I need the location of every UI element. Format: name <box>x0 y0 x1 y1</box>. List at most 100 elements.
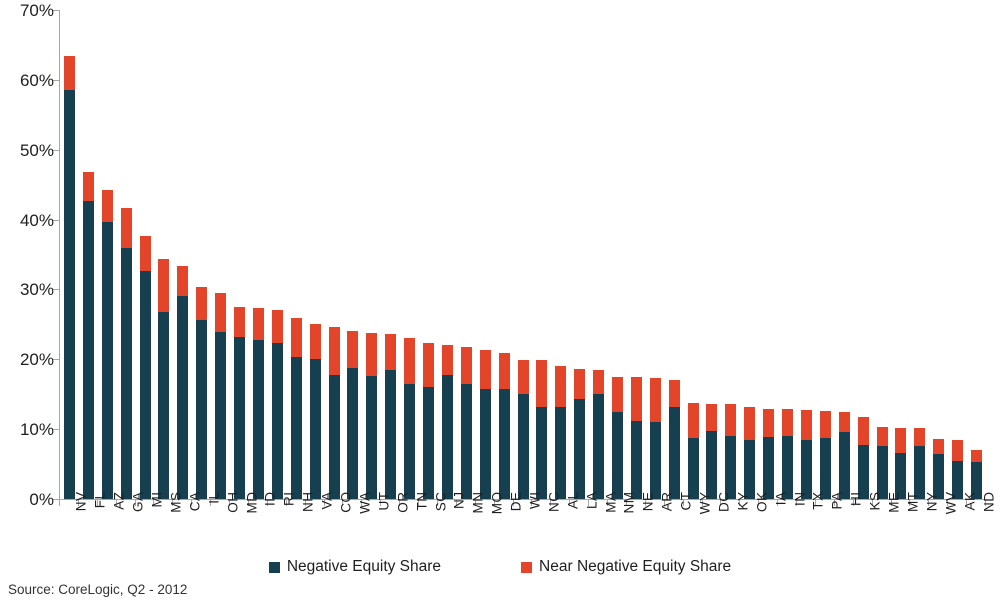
bar-segment-negative-equity <box>290 356 302 499</box>
bar-segment-near-negative-equity <box>271 310 283 344</box>
bar-segment-near-negative-equity <box>838 411 850 432</box>
x-axis-tick <box>399 500 401 506</box>
bar-segment-negative-equity <box>385 370 397 499</box>
near-negative-equity-swatch-icon <box>521 561 533 573</box>
x-axis-tick <box>285 500 287 506</box>
x-axis-tick <box>890 500 892 506</box>
x-axis-tick <box>96 500 98 506</box>
bar-AK <box>952 439 964 499</box>
y-axis-tick <box>53 79 59 81</box>
bar-segment-near-negative-equity <box>876 427 888 446</box>
bar-segment-near-negative-equity <box>687 402 699 438</box>
bar-segment-negative-equity <box>706 430 718 499</box>
bar-segment-negative-equity <box>630 420 642 499</box>
bar-segment-near-negative-equity <box>498 353 510 390</box>
bar-LA <box>574 369 586 499</box>
bar-segment-near-negative-equity <box>158 258 170 313</box>
bar-segment-near-negative-equity <box>479 350 491 389</box>
x-axis-tick <box>172 500 174 506</box>
bar-ME <box>876 427 888 499</box>
x-axis-tick <box>966 500 968 506</box>
bar-segment-near-negative-equity <box>120 207 132 249</box>
bar-IL <box>196 287 208 499</box>
x-axis-tick <box>739 500 741 506</box>
bar-MA <box>593 369 605 499</box>
x-axis-tick <box>342 500 344 506</box>
x-axis-tick <box>380 500 382 506</box>
bar-NY <box>914 428 926 499</box>
bar-GA <box>120 207 132 499</box>
bar-segment-near-negative-equity <box>857 416 869 446</box>
bar-segment-negative-equity <box>536 406 548 499</box>
bar-FL <box>82 172 94 499</box>
bar-segment-negative-equity <box>347 368 359 499</box>
bar-segment-negative-equity <box>952 460 964 499</box>
negative-equity-swatch-icon <box>268 561 280 573</box>
bar-segment-negative-equity <box>234 336 246 499</box>
bar-segment-near-negative-equity <box>328 327 340 376</box>
bar-RI <box>271 310 283 499</box>
bar-segment-negative-equity <box>404 384 416 499</box>
bar-segment-near-negative-equity <box>196 287 208 321</box>
bar-segment-near-negative-equity <box>441 345 453 375</box>
bar-segment-negative-equity <box>196 320 208 499</box>
x-axis-tick <box>985 500 986 506</box>
bar-segment-negative-equity <box>517 394 529 499</box>
y-axis-label: 40% <box>19 210 54 230</box>
bar-segment-near-negative-equity <box>782 408 794 437</box>
bar-segment-near-negative-equity <box>593 369 605 394</box>
y-axis-tick <box>53 429 59 431</box>
y-axis-tick <box>53 219 59 221</box>
bar-TN <box>404 338 416 499</box>
bar-segment-near-negative-equity <box>971 450 983 462</box>
bar-OR <box>385 334 397 499</box>
bar-segment-near-negative-equity <box>706 404 718 431</box>
bar-segment-near-negative-equity <box>385 334 397 371</box>
x-axis-tick <box>304 500 306 506</box>
x-axis-tick <box>512 500 514 506</box>
bar-segment-near-negative-equity <box>82 172 94 202</box>
bar-segment-near-negative-equity <box>933 438 945 455</box>
x-axis-tick <box>852 500 854 506</box>
bar-segment-near-negative-equity <box>177 266 189 297</box>
bar-NJ <box>441 345 453 499</box>
y-axis-tick <box>53 289 59 291</box>
x-axis-tick <box>833 500 835 506</box>
y-axis-tick <box>53 10 59 11</box>
bar-segment-near-negative-equity <box>101 189 113 222</box>
x-axis-tick <box>758 500 760 506</box>
x-axis-tick <box>588 500 590 506</box>
y-axis-label: 60% <box>19 70 54 90</box>
bar-segment-negative-equity <box>857 445 869 499</box>
y-axis-label: 50% <box>19 140 54 160</box>
bar-segment-near-negative-equity <box>309 323 321 360</box>
bar-segment-near-negative-equity <box>725 404 737 437</box>
bar-WA <box>347 330 359 499</box>
x-axis-tick <box>493 500 495 506</box>
bar-KS <box>857 416 869 499</box>
x-axis-tick <box>909 500 911 506</box>
bar-segment-near-negative-equity <box>366 332 378 377</box>
bar-CO <box>328 327 340 499</box>
x-axis-tick <box>777 500 779 506</box>
x-axis-tick <box>569 500 571 506</box>
bar-segment-negative-equity <box>252 339 264 499</box>
bar-segment-near-negative-equity <box>763 408 775 437</box>
bar-segment-near-negative-equity <box>215 292 227 333</box>
bar-segment-near-negative-equity <box>460 347 472 385</box>
bar-segment-negative-equity <box>271 343 283 499</box>
y-axis-tick <box>53 499 59 500</box>
legend-label-near-negative-equity: Near Negative Equity Share <box>539 558 732 575</box>
bar-segment-near-negative-equity <box>404 338 416 385</box>
bar-VA <box>309 323 321 499</box>
x-axis-tick <box>644 500 646 506</box>
x-axis-tick <box>814 500 816 506</box>
x-axis-tick <box>361 500 363 506</box>
bar-segment-negative-equity <box>423 386 434 499</box>
bar-segment-near-negative-equity <box>63 56 75 90</box>
bar-segment-near-negative-equity <box>252 307 264 340</box>
x-axis-tick <box>871 500 873 506</box>
bar-segment-negative-equity <box>441 374 453 499</box>
bar-segment-near-negative-equity <box>914 428 926 446</box>
